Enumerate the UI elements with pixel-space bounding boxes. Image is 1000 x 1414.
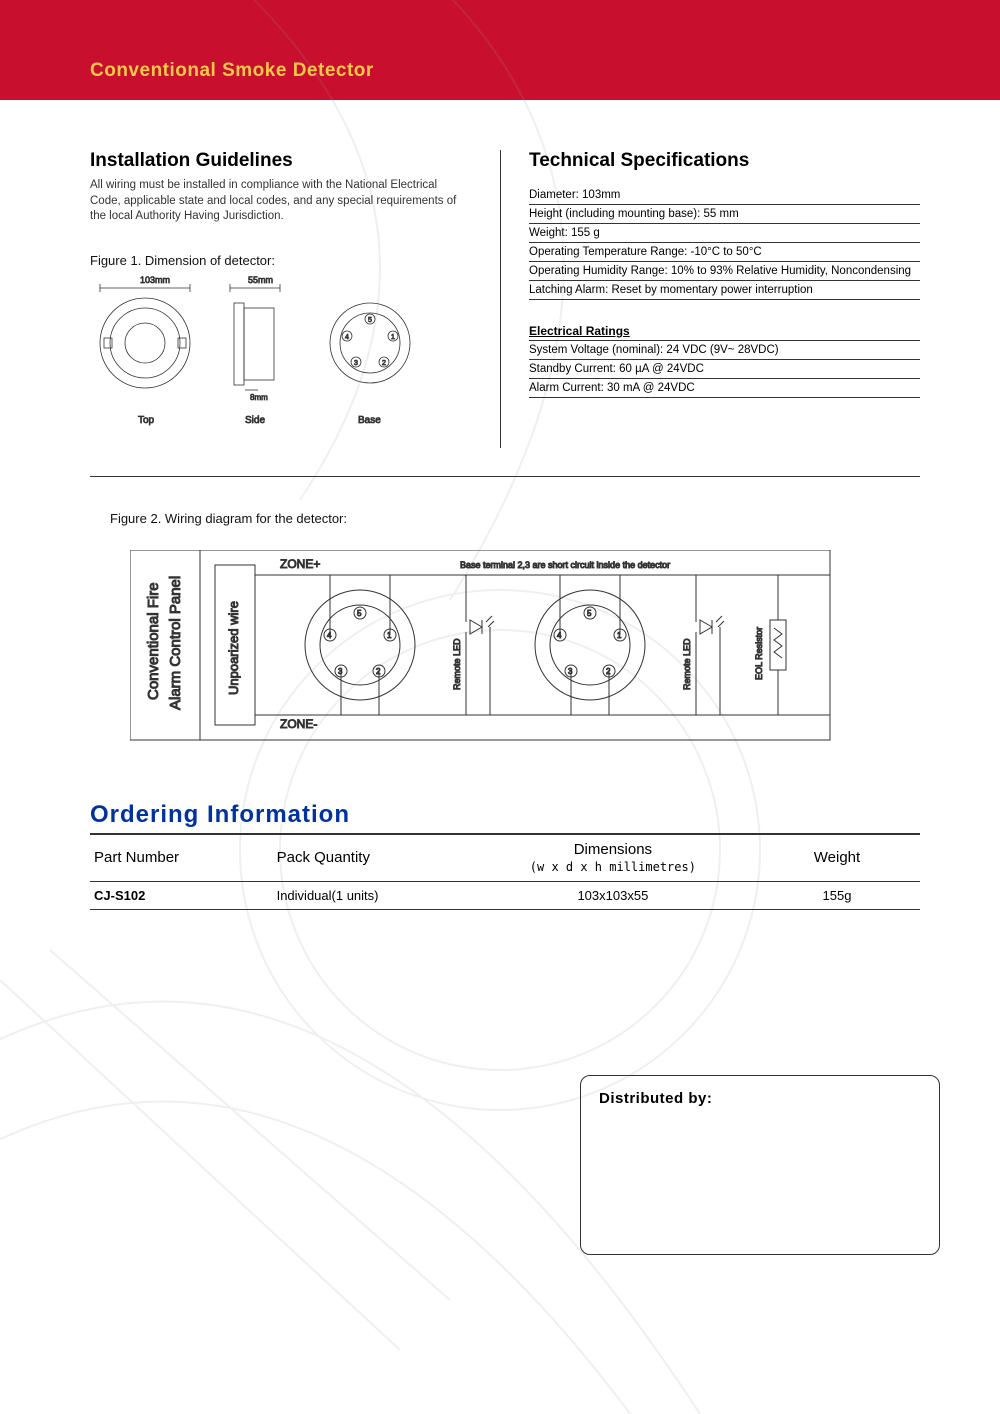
col-packqty: Pack Quantity [273,835,472,882]
cell-pq: Individual(1 units) [273,881,472,909]
svg-text:Alarm Control Panel: Alarm Control Panel [167,575,184,709]
elec-row: Alarm Current: 30 mA @ 24VDC [529,379,920,398]
svg-text:Unpoarized wire: Unpoarized wire [226,601,241,695]
svg-text:Base: Base [358,415,381,426]
col-dims-label: Dimensions [574,841,652,858]
table-row: CJ-S102 Individual(1 units) 103x103x55 1… [90,881,920,909]
elec-row: System Voltage (nominal): 24 VDC (9V~ 28… [529,341,920,360]
ordering-section: Ordering Information Part Number Pack Qu… [90,801,920,910]
col-partnumber: Part Number [90,835,273,882]
figure1-diagram: 103mm Top 55mm [90,278,420,448]
distributed-by-box: Distributed by: [580,1075,940,1255]
svg-text:ZONE-: ZONE- [280,717,317,731]
svg-text:5: 5 [587,609,592,618]
distributed-by-label: Distributed by: [599,1090,712,1107]
svg-text:1: 1 [391,334,395,341]
ordering-title: Ordering Information [90,801,920,835]
svg-text:4: 4 [345,334,349,341]
svg-text:Top: Top [138,415,155,426]
svg-text:Remote LED: Remote LED [682,638,692,690]
svg-text:Side: Side [245,415,265,426]
svg-text:EOL Resistor: EOL Resistor [754,626,764,679]
col-weight: Weight [754,835,920,882]
svg-text:8mm: 8mm [250,393,268,402]
installation-body: All wiring must be installed in complian… [90,178,460,225]
techspecs-title: Technical Specifications [529,150,920,172]
electrical-ratings-title: Electrical Ratings [529,324,920,341]
spec-row: Operating Temperature Range: -10°C to 50… [529,243,920,262]
spec-row: Diameter: 103mm [529,186,920,205]
figure1-caption: Figure 1. Dimension of detector: [90,253,460,268]
elec-row: Standby Current: 60 µA @ 24VDC [529,360,920,379]
header-title: Conventional Smoke Detector [90,60,374,82]
spec-row: Height (including mounting base): 55 mm [529,205,920,224]
svg-text:55mm: 55mm [248,275,273,285]
svg-text:5: 5 [357,609,362,618]
svg-text:3: 3 [354,360,358,367]
page-header: Conventional Smoke Detector [0,0,1000,100]
col-dims-sub: (w x d x h millimetres) [530,860,696,874]
figure2-wiring-diagram: Conventional Fire Alarm Control Panel Un… [130,550,920,765]
cell-pn: CJ-S102 [90,881,273,909]
svg-text:Conventional Fire: Conventional Fire [145,582,162,700]
spec-row: Operating Humidity Range: 10% to 93% Rel… [529,262,920,281]
svg-text:5: 5 [368,317,372,324]
techspecs-list: Diameter: 103mm Height (including mounti… [529,186,920,300]
installation-title: Installation Guidelines [90,150,460,172]
svg-text:2: 2 [382,360,386,367]
svg-text:ZONE+: ZONE+ [280,557,320,571]
svg-text:Remote LED: Remote LED [452,638,462,690]
spec-row: Weight: 155 g [529,224,920,243]
spec-row: Latching Alarm: Reset by momentary power… [529,281,920,300]
ordering-table: Part Number Pack Quantity Dimensions (w … [90,835,920,910]
col-dims: Dimensions (w x d x h millimetres) [472,835,754,882]
figure2-caption: Figure 2. Wiring diagram for the detecto… [110,511,920,526]
cell-dims: 103x103x55 [472,881,754,909]
dim-width-label: 103mm [140,275,170,285]
cell-wt: 155g [754,881,920,909]
svg-text:Base terminal 2,3 are short ci: Base terminal 2,3 are short circuit insi… [460,560,670,570]
